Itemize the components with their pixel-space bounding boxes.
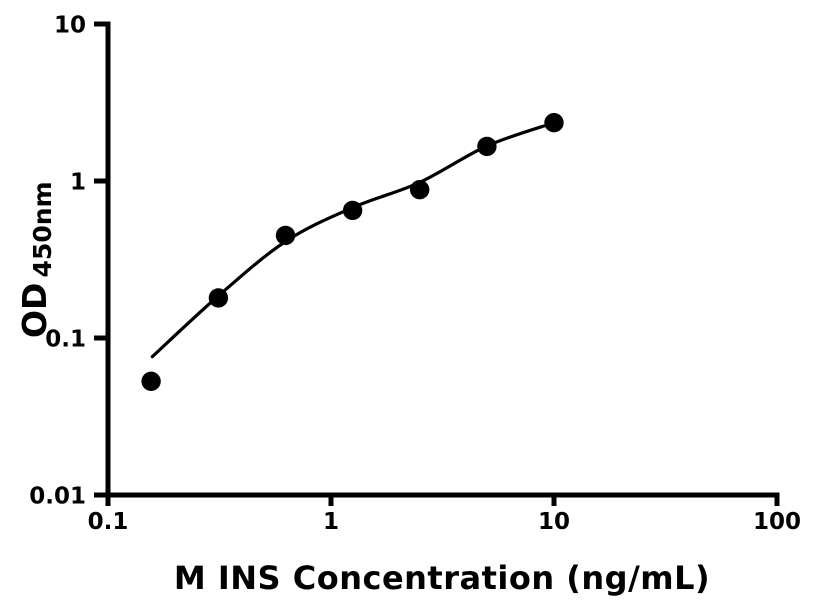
fitted-curve: [150, 121, 556, 359]
x-tick-label: 1: [323, 509, 339, 535]
data-point: [410, 180, 430, 200]
x-tick-label: 0.1: [88, 509, 129, 535]
y-axis-title-subscript: 450nm: [28, 181, 57, 277]
data-point: [544, 113, 564, 133]
axis-spines: [105, 21, 780, 498]
axes: [94, 21, 780, 506]
x-tick-label: 10: [538, 509, 570, 535]
data-point: [275, 225, 296, 246]
y-tick-label: 0.1: [45, 327, 86, 353]
x-axis-title: M INS Concentration (ng/mL): [174, 559, 710, 597]
axis-ticks: [94, 21, 780, 506]
y-axis-title: OD 450nm: [15, 181, 57, 338]
data-point: [141, 371, 161, 391]
data-point: [208, 288, 229, 308]
y-axis-title-main: OD: [15, 283, 54, 338]
y-tick-label: 0.01: [29, 484, 86, 510]
x-tick-label: 100: [753, 509, 801, 535]
data-points: [141, 113, 564, 391]
y-tick-label: 10: [54, 13, 86, 39]
data-point: [342, 200, 363, 221]
y-tick-label: 1: [70, 170, 86, 196]
fitted-curve-path: [150, 121, 556, 359]
data-point: [477, 136, 497, 157]
